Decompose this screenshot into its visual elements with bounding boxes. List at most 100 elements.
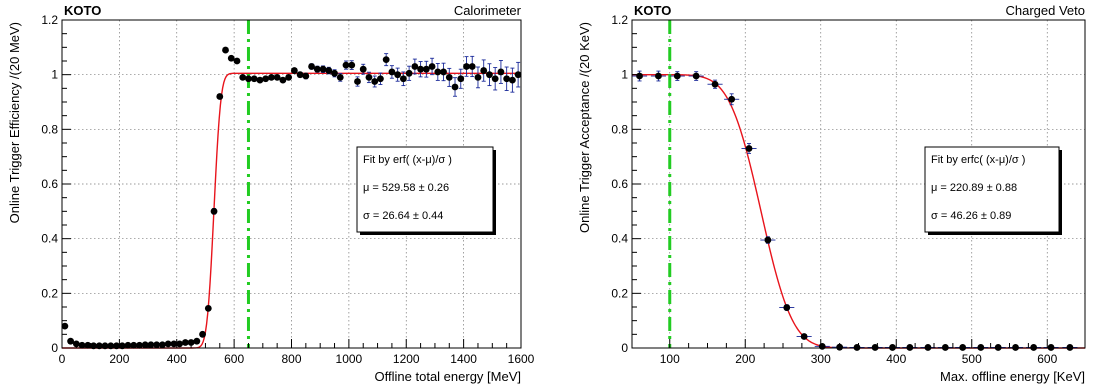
calorimeter-marker [382, 56, 390, 64]
calorimeter-data-point [67, 337, 75, 345]
charged-veto-marker [783, 304, 791, 311]
charged-veto-y-axis-label: Online Trigger Acceptance /(20 KeV) [577, 22, 592, 233]
calorimeter-data-point [319, 65, 327, 73]
calorimeter-marker [313, 65, 321, 73]
calorimeter-data-point [222, 46, 229, 54]
calorimeter-marker [514, 71, 522, 79]
calorimeter-data-point [290, 67, 298, 74]
charged-veto-marker [800, 333, 808, 340]
calorimeter-ytick-label-4: 0.8 [41, 122, 58, 136]
calorimeter-marker [417, 65, 424, 73]
calorimeter-marker [497, 68, 505, 76]
calorimeter-data-point [411, 58, 419, 75]
calorimeter-data-point [359, 63, 367, 75]
charged-veto-data-point [920, 344, 936, 351]
charged-veto-ytick-label-4: 0.8 [611, 122, 628, 136]
charged-veto-legend-title: Fit by erfc( (x-μ)/σ ) [931, 154, 1025, 166]
charged-veto-marker [906, 344, 914, 351]
charged-veto-xtick-label-2: 300 [811, 352, 831, 366]
calorimeter-data-point [239, 74, 247, 81]
calorimeter-data-point [170, 340, 178, 348]
calorimeter-marker [187, 339, 195, 346]
calorimeter-xtick-label-4: 800 [281, 352, 301, 366]
charged-veto-data-point [760, 236, 776, 244]
charged-veto-marker [655, 72, 662, 80]
calorimeter-data-point [486, 63, 493, 87]
charged-veto-marker [1066, 344, 1074, 351]
calorimeter-legend-box [356, 146, 494, 233]
calorimeter-marker [503, 75, 511, 83]
calorimeter-marker [136, 341, 143, 349]
calorimeter-data-point [377, 72, 384, 85]
charged-veto-marker [889, 344, 896, 351]
calorimeter-ytick-label-5: 1 [51, 68, 58, 82]
calorimeter-data-point [256, 76, 264, 84]
calorimeter-ytick-label-3: 0.6 [41, 177, 58, 191]
calorimeter-data-point [508, 67, 516, 93]
calorimeter-data-point [365, 71, 373, 84]
calorimeter-ytick-label-0: 0 [51, 341, 58, 355]
charged-veto-data-point [632, 70, 648, 82]
charged-veto-legend-mu: μ = 220.89 ± 0.88 [931, 182, 1017, 194]
charged-veto-data-point [973, 344, 989, 351]
calorimeter-marker [388, 68, 396, 76]
charged-veto-data-point [937, 344, 953, 351]
calorimeter-marker [394, 71, 402, 79]
calorimeter-data-point [514, 61, 522, 88]
calorimeter-marker [302, 72, 310, 80]
charged-veto-experiment-label: KOTO [634, 3, 671, 18]
charged-veto-ytick-label-5: 1 [621, 68, 628, 82]
calorimeter-marker [233, 57, 241, 65]
calorimeter-legend-title: Fit by erf( (x-μ)/σ ) [363, 154, 452, 166]
charged-veto-xtick-label-0: 100 [660, 352, 680, 366]
calorimeter-marker [216, 93, 224, 100]
charged-veto-data-point [724, 93, 740, 106]
calorimeter-data-point [279, 76, 287, 84]
calorimeter-marker [371, 78, 379, 85]
calorimeter-legend-mu: μ = 529.58 ± 0.26 [363, 182, 449, 194]
calorimeter-data-point [176, 340, 184, 348]
calorimeter-marker [268, 74, 275, 81]
charged-veto-marker [711, 80, 719, 88]
calorimeter-ytick-label-6: 1.2 [41, 13, 58, 27]
calorimeter-data-point [348, 60, 356, 70]
calorimeter-data-point [262, 75, 270, 83]
calorimeter-data-point [474, 66, 482, 89]
charged-veto-marker [853, 344, 861, 351]
charged-veto-ytick-label-2: 0.4 [611, 232, 628, 246]
charged-veto-data-point [955, 344, 971, 351]
calorimeter-data-point [417, 61, 424, 78]
calorimeter-data-point [468, 55, 476, 78]
calorimeter-marker [359, 65, 367, 73]
calorimeter-marker [445, 74, 453, 81]
calorimeter-marker [210, 207, 218, 215]
calorimeter-marker [285, 74, 293, 81]
calorimeter-marker [262, 75, 270, 83]
calorimeter-data-point [405, 65, 413, 81]
charged-veto-data-point [707, 79, 723, 89]
charged-veto-legend-sigma: σ = 46.26 ± 0.89 [931, 210, 1011, 222]
calorimeter-data-point [331, 69, 338, 78]
charged-veto-marker [977, 344, 985, 351]
calorimeter-data-point [193, 337, 201, 345]
calorimeter-data-point [313, 65, 321, 73]
calorimeter-marker [84, 341, 92, 349]
calorimeter-marker [273, 74, 281, 81]
calorimeter-marker [422, 65, 430, 73]
calorimeter-marker [336, 74, 344, 81]
calorimeter-data-point [199, 330, 206, 338]
calorimeter-xtick-label-2: 400 [167, 352, 187, 366]
calorimeter-marker [434, 68, 442, 76]
charged-veto-xtick-label-5: 600 [1037, 352, 1057, 366]
calorimeter-marker [308, 63, 315, 70]
calorimeter-marker [486, 71, 493, 79]
calorimeter-marker [193, 337, 201, 345]
charged-veto-marker [1047, 344, 1055, 351]
charged-veto-marker [692, 72, 700, 80]
charged-veto-ytick-label-1: 0.2 [611, 286, 628, 300]
charged-veto-marker [636, 72, 643, 80]
charged-veto-marker [959, 344, 967, 351]
calorimeter-marker [463, 63, 470, 70]
calorimeter-data-point [78, 341, 86, 349]
calorimeter-data-point [428, 57, 436, 76]
